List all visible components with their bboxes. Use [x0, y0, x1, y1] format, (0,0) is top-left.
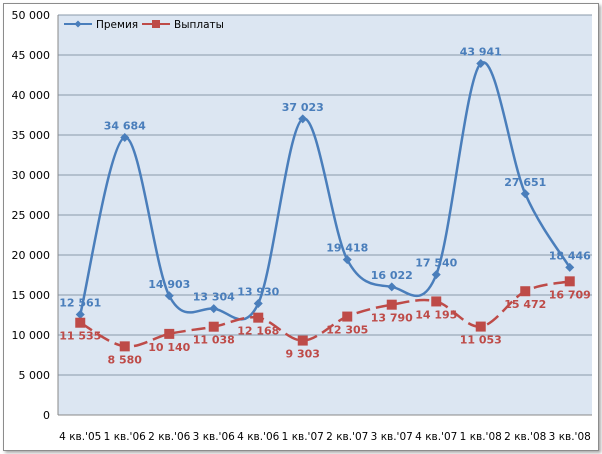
data-label: 13 304: [193, 291, 235, 304]
data-point: [164, 328, 175, 339]
data-label: 27 651: [504, 176, 546, 189]
data-label: 12 168: [237, 325, 279, 338]
x-tick-label: 2 кв.'06: [148, 431, 190, 443]
data-point: [387, 282, 397, 292]
data-label: 15 472: [504, 298, 546, 311]
data-label: 16 022: [371, 269, 413, 282]
x-tick-label: 1 кв.'08: [460, 431, 502, 443]
y-tick-label: 50 000: [12, 9, 51, 22]
x-tick-label: 2 кв.'08: [504, 431, 546, 443]
y-tick-label: 40 000: [12, 89, 51, 102]
y-tick-label: 5 000: [19, 369, 51, 382]
data-point: [75, 317, 86, 328]
data-point: [565, 262, 575, 272]
x-tick-label: 1 кв.'06: [104, 431, 146, 443]
data-label: 14 903: [148, 278, 190, 291]
x-tick-label: 4 кв.'07: [415, 431, 457, 443]
data-point: [208, 321, 219, 332]
legend-marker-icon: [74, 20, 82, 28]
data-label: 14 195: [415, 308, 457, 321]
data-label: 13 930: [237, 286, 279, 299]
data-label: 11 535: [59, 330, 101, 343]
data-point: [75, 310, 85, 320]
data-label: 16 709: [549, 288, 591, 301]
x-tick-label: 1 кв.'07: [282, 431, 324, 443]
data-point: [475, 321, 486, 332]
data-point: [431, 296, 442, 307]
data-point: [119, 341, 130, 352]
data-label: 43 941: [460, 45, 502, 58]
x-tick-label: 4 кв.'06: [237, 431, 279, 443]
x-tick-label: 4 кв.'05: [59, 431, 101, 443]
data-label: 13 790: [371, 312, 413, 325]
data-label: 12 305: [326, 324, 368, 337]
data-point: [564, 276, 575, 287]
data-label: 19 418: [326, 242, 368, 255]
data-point: [253, 299, 263, 309]
data-label: 11 053: [460, 334, 502, 347]
x-tick-label: 3 кв.'07: [371, 431, 413, 443]
data-label: 9 303: [286, 348, 320, 361]
data-point: [476, 58, 486, 68]
data-label: 37 023: [282, 101, 324, 114]
y-tick-label: 15 000: [12, 289, 51, 302]
data-label: 17 540: [415, 257, 457, 270]
data-point: [520, 286, 531, 297]
y-tick-label: 0: [43, 409, 50, 422]
x-tick-label: 2 кв.'07: [326, 431, 368, 443]
data-point: [253, 312, 264, 323]
data-point: [520, 189, 530, 199]
data-label: 12 561: [59, 297, 101, 310]
data-point: [120, 133, 130, 143]
data-point: [298, 114, 308, 124]
legend-label: Премия: [96, 19, 138, 31]
data-point: [386, 299, 397, 310]
data-point: [164, 291, 174, 301]
data-label: 11 038: [193, 334, 235, 347]
data-point: [297, 335, 308, 346]
legend-label: Выплаты: [174, 19, 224, 31]
y-tick-label: 20 000: [12, 249, 51, 262]
data-point: [342, 311, 353, 322]
data-label: 10 140: [148, 341, 190, 354]
data-point: [209, 304, 219, 314]
y-tick-label: 45 000: [12, 49, 51, 62]
x-tick-label: 3 кв.'06: [193, 431, 235, 443]
data-label: 34 684: [104, 120, 146, 133]
y-tick-label: 10 000: [12, 329, 51, 342]
y-tick-label: 35 000: [12, 129, 51, 142]
data-point: [431, 270, 441, 280]
y-tick-label: 30 000: [12, 169, 51, 182]
data-label: 18 446: [549, 249, 591, 262]
data-label: 8 580: [108, 353, 143, 366]
data-point: [342, 255, 352, 265]
y-tick-label: 25 000: [12, 209, 51, 222]
legend-marker-icon: [152, 20, 160, 28]
x-tick-label: 3 кв.'08: [549, 431, 591, 443]
